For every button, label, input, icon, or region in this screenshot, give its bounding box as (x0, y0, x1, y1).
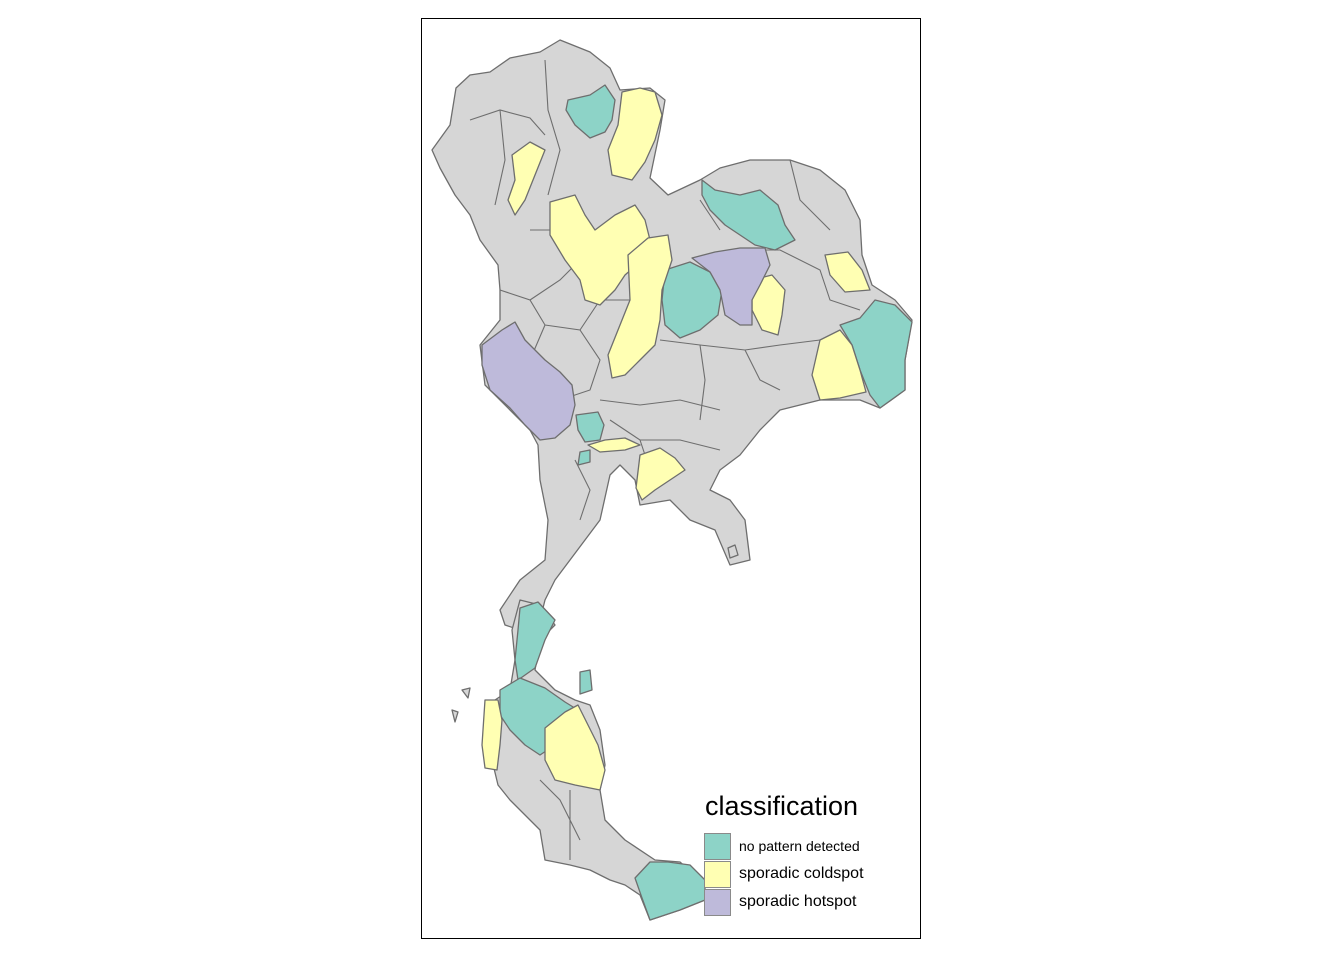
island-andaman-2 (451, 709, 459, 723)
island-gulf-1 (727, 544, 739, 559)
province-no-pattern-north (565, 84, 616, 139)
legend-item-no-pattern: no pattern detected (704, 832, 864, 860)
province-coldspot-northwest (507, 141, 546, 216)
province-coldspot-south-east (544, 704, 606, 791)
legend-swatch-hotspot (704, 888, 731, 916)
legend-label-coldspot: sporadic coldspot (739, 865, 864, 882)
province-no-pattern-central (575, 411, 605, 443)
province-hotspot-northeast (691, 247, 771, 326)
legend-swatch-no-pattern (704, 832, 731, 860)
province-coldspot-central-north (607, 234, 673, 379)
province-coldspot-south-west-coast (481, 699, 503, 771)
province-no-pattern-south-upper (514, 601, 556, 681)
province-coldspot-northeast-top (824, 251, 871, 293)
province-coldspot-east-coast (635, 447, 686, 501)
province-no-pattern-bay (577, 449, 591, 466)
legend-title: classification (705, 791, 859, 821)
province-no-pattern-deep-south (634, 861, 706, 921)
province-no-pattern-northeast (701, 179, 796, 251)
province-no-pattern-central-north (661, 261, 723, 339)
legend-item-hotspot: sporadic hotspot (704, 888, 864, 916)
province-coldspot-central-strip (587, 437, 641, 453)
province-coldspot-northeast-center (751, 274, 786, 336)
legend-label-no-pattern: no pattern detected (739, 838, 860, 854)
legend-label-hotspot: sporadic hotspot (739, 893, 857, 910)
province-coldspot-east (811, 329, 867, 401)
province-base-north (431, 39, 913, 631)
province-hotspot-west (481, 321, 576, 441)
legend-item-coldspot: sporadic coldspot (704, 860, 864, 888)
island-andaman-1 (461, 687, 471, 699)
map-legend: classification no pattern detected spora… (704, 790, 864, 916)
legend-swatch-coldspot (704, 860, 731, 888)
province-coldspot-north-east (607, 87, 663, 181)
province-no-pattern-island (579, 669, 593, 695)
